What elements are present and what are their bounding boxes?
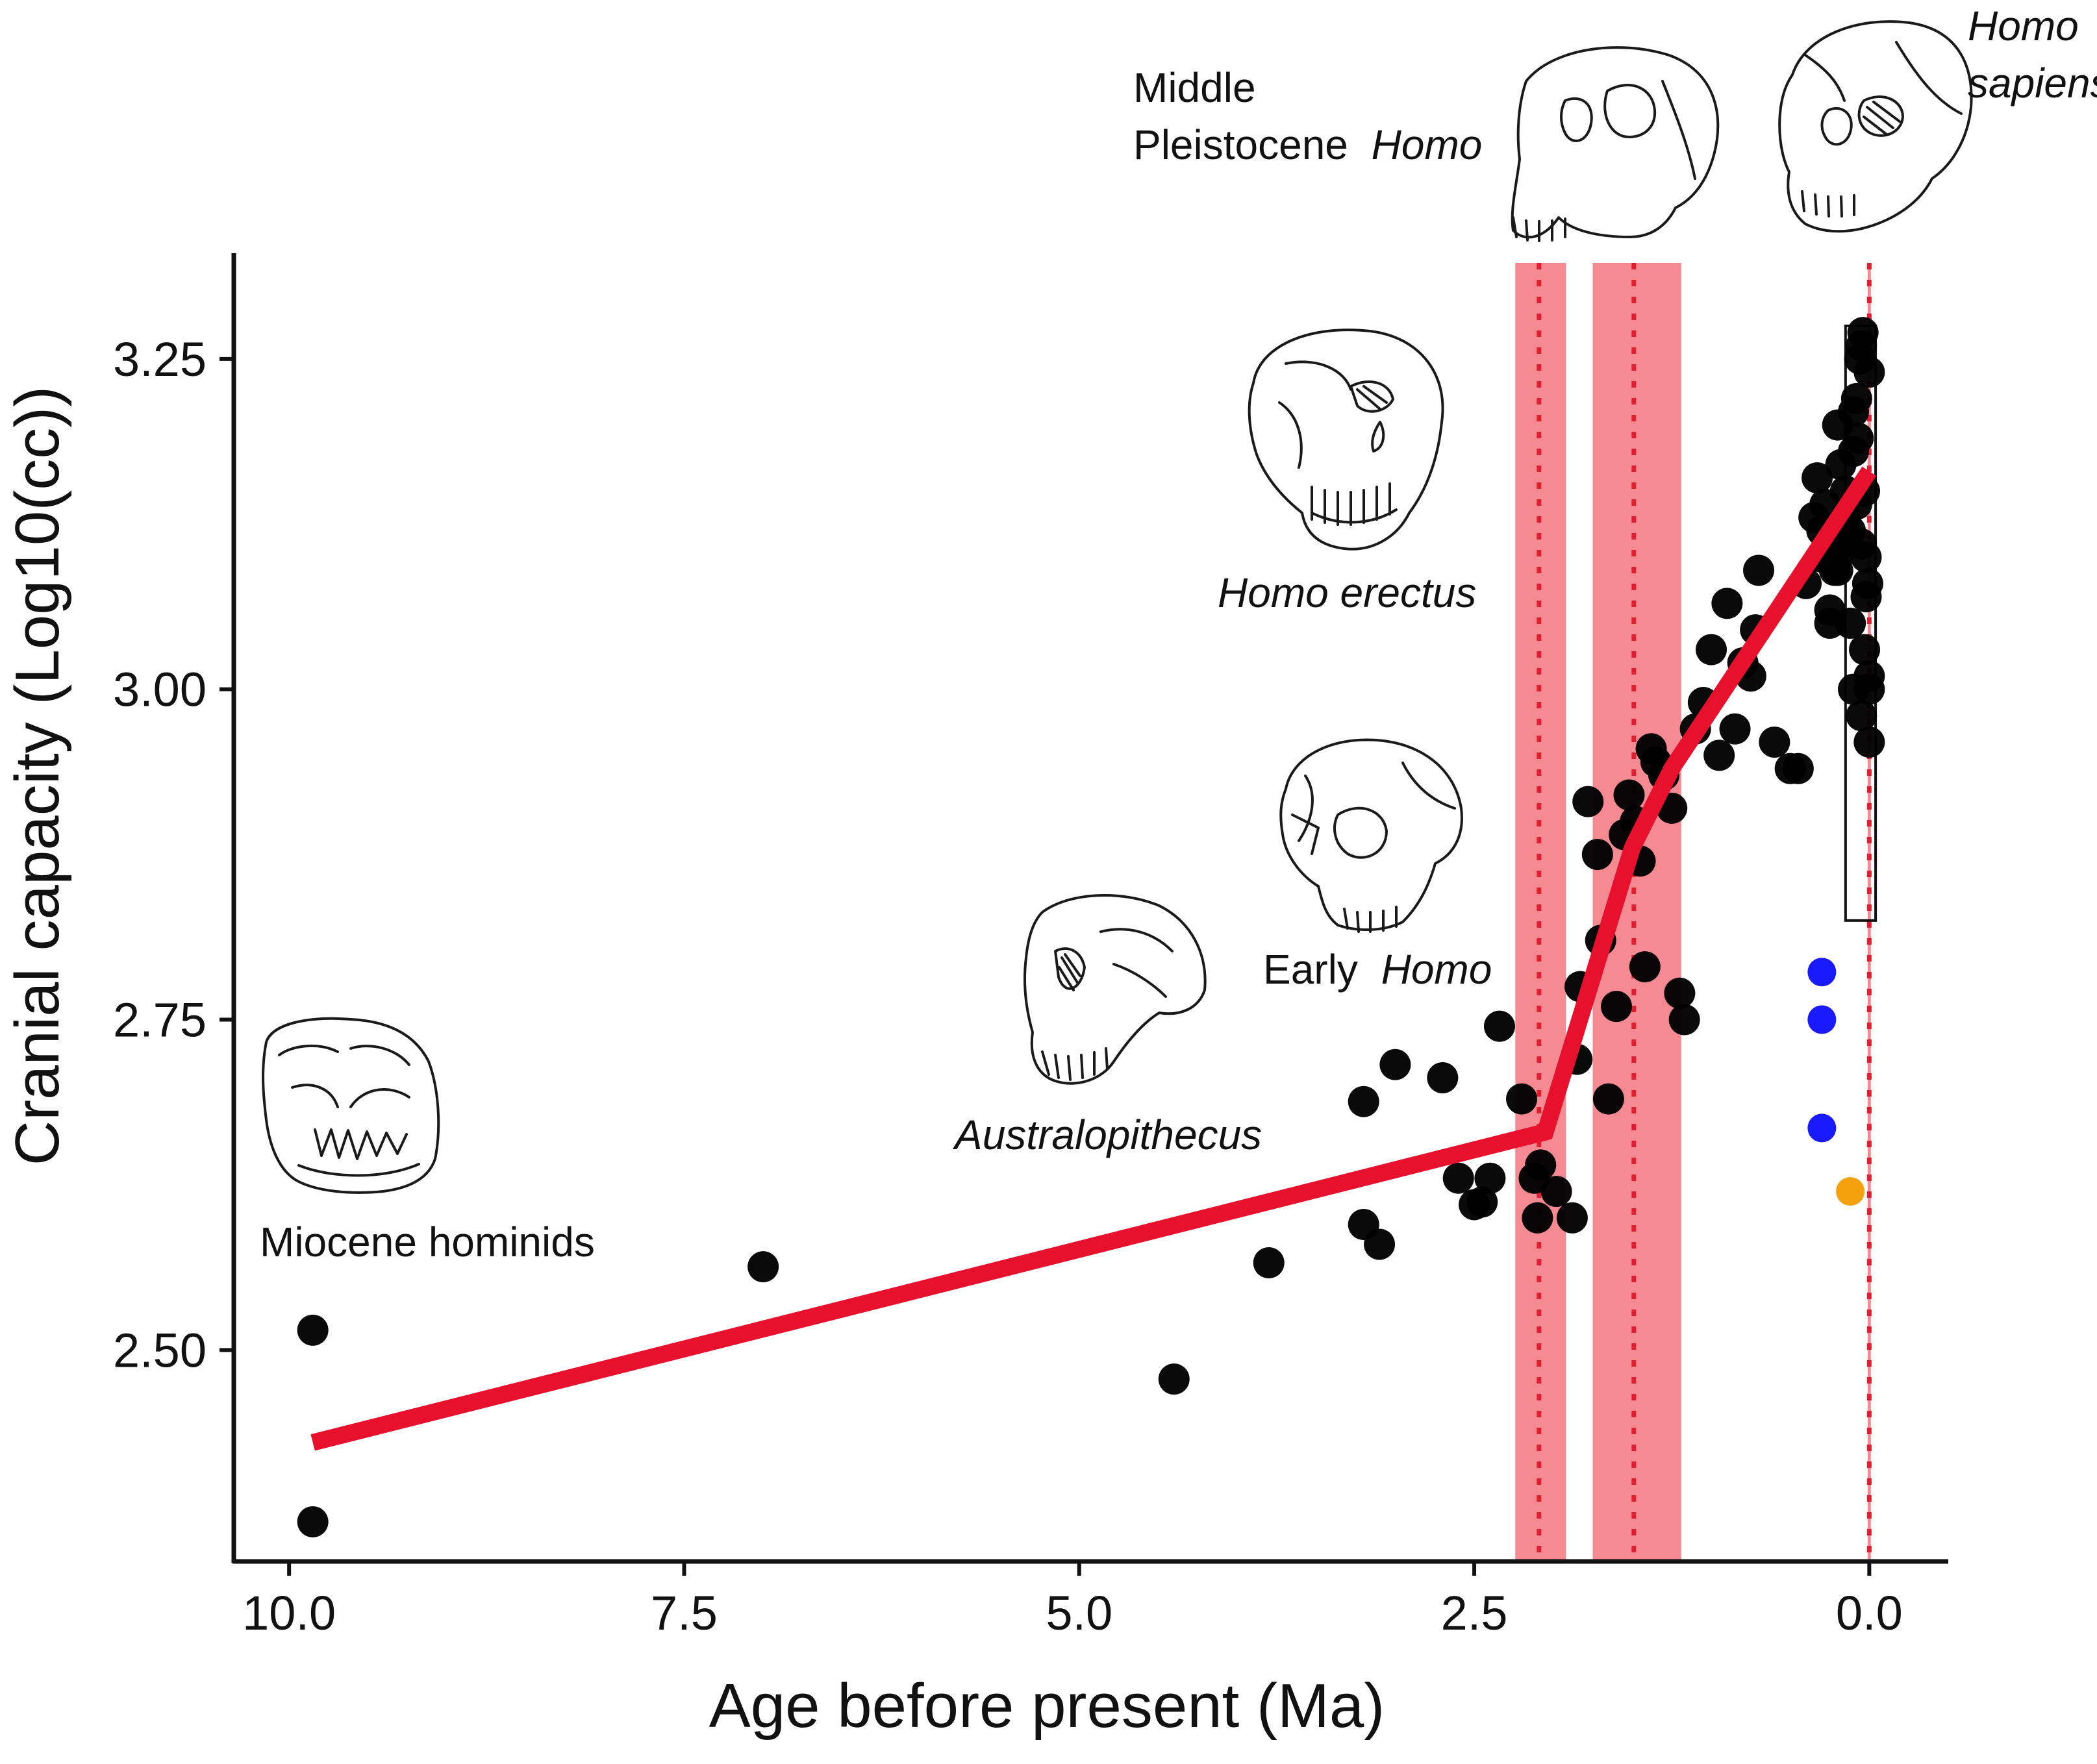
annotation-homo-sapiens-2: sapiens: [1968, 60, 2097, 106]
annotation-pleistocene-suffix: Homo: [1372, 121, 1483, 168]
data-point: [1836, 1177, 1865, 1206]
data-point: [1348, 1086, 1379, 1117]
data-point: [1466, 1186, 1498, 1218]
annotation-pleistocene-homo: Pleistocene Homo: [1133, 121, 1482, 168]
x-tick-label: 2.5: [1441, 1586, 1508, 1640]
data-point: [1807, 1005, 1837, 1034]
x-ticks: 10.0 7.5 5.0 2.5 0.0: [242, 1561, 1903, 1640]
annotation-early-homo: Early Homo: [1263, 946, 1492, 993]
data-point: [1838, 396, 1870, 428]
data-point: [1253, 1247, 1285, 1279]
data-point: [1158, 1363, 1190, 1395]
data-point: [1853, 356, 1885, 388]
data-point: [1629, 951, 1661, 983]
x-tick-label: 10.0: [242, 1586, 336, 1640]
data-point: [1853, 660, 1885, 692]
data-point: [1613, 779, 1645, 811]
data-point: [1847, 317, 1879, 349]
data-point: [1522, 1202, 1553, 1234]
data-point: [297, 1506, 329, 1537]
data-point: [1506, 1083, 1538, 1115]
data-point: [1601, 991, 1633, 1023]
data-point: [1581, 839, 1613, 871]
annotation-miocene: Miocene hominids: [260, 1219, 595, 1265]
data-point: [1364, 1228, 1396, 1260]
data-point: [1572, 786, 1604, 817]
miocene-skull-icon: [262, 1017, 440, 1194]
y-tick-label: 2.75: [113, 993, 207, 1047]
data-point: [1807, 958, 1837, 987]
annotation-homo-sapiens-1: Homo: [1968, 3, 2079, 49]
middle-pleistocene-skull-icon: [1511, 46, 1720, 242]
data-point: [1743, 554, 1775, 586]
change-band-3: [1867, 263, 1871, 1561]
x-tick-label: 7.5: [651, 1586, 718, 1640]
data-point: [1483, 1010, 1515, 1042]
x-axis-title: Age before present (Ma): [709, 1671, 1385, 1741]
data-point: [1759, 727, 1790, 758]
data-point: [1703, 739, 1735, 771]
y-tick-label: 2.50: [113, 1323, 207, 1377]
y-tick-label: 3.00: [113, 663, 207, 717]
early-homo-skull-icon: [1279, 738, 1463, 933]
data-point: [1842, 422, 1874, 454]
australopithecus-skull-icon: [1023, 893, 1207, 1085]
data-point: [1853, 727, 1885, 758]
axes: [231, 253, 1948, 1564]
annotation-early-homo-suffix: Homo: [1381, 946, 1492, 993]
x-tick-label: 0.0: [1836, 1586, 1903, 1640]
data-point: [297, 1314, 329, 1346]
data-point: [1379, 1049, 1411, 1080]
x-tick-label: 5.0: [1046, 1586, 1112, 1640]
data-point: [1849, 634, 1881, 665]
data-point: [1556, 1202, 1588, 1234]
data-point: [1846, 700, 1877, 732]
data-point: [1664, 977, 1696, 1009]
homo-sapiens-skull-icon: [1778, 20, 1973, 233]
data-point: [1850, 581, 1882, 613]
data-point: [1540, 1176, 1572, 1208]
annotation-australopithecus: Australopithecus: [952, 1112, 1262, 1158]
data-point: [747, 1251, 779, 1283]
fit-line-group: [310, 466, 1877, 1451]
annotation-middle: Middle: [1133, 64, 1256, 111]
data-point: [1474, 1162, 1506, 1194]
data-point: [1525, 1149, 1557, 1181]
y-ticks: 2.50 2.75 3.00 3.25: [113, 332, 234, 1377]
data-point: [1807, 1113, 1837, 1143]
data-point: [1442, 1162, 1474, 1194]
data-point: [1802, 462, 1833, 494]
data-point: [1427, 1062, 1459, 1094]
data-point: [1711, 588, 1743, 619]
y-axis-title: Cranial capacity (Log10(cc)): [3, 386, 72, 1165]
data-point: [1814, 594, 1846, 626]
homo-erectus-skull-icon: [1248, 329, 1444, 551]
fit-line: [310, 466, 1877, 1451]
annotation-pleistocene-prefix: Pleistocene: [1133, 121, 1348, 168]
data-point: [1782, 752, 1814, 784]
change-point-bands: [1515, 263, 1877, 1561]
data-point: [1696, 634, 1727, 665]
y-tick-label: 3.25: [113, 332, 207, 386]
annotation-homo-erectus: Homo erectus: [1218, 569, 1476, 616]
data-point: [1668, 1004, 1700, 1036]
data-point: [1592, 1083, 1624, 1115]
annotation-early-homo-prefix: Early: [1263, 946, 1358, 993]
data-point: [1719, 713, 1751, 745]
